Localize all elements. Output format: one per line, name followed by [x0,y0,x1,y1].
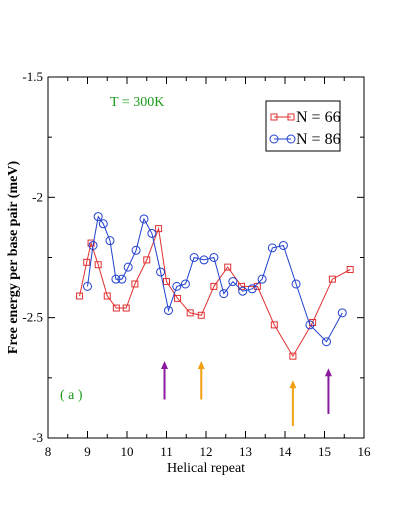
series-1-point-23 [267,243,277,253]
legend-marker-n66-left [270,113,278,121]
series-1-point-8 [131,245,141,255]
arrow-head-1 [197,360,205,369]
series-0-point-8 [143,256,151,264]
series-1-point-3 [98,219,108,229]
series-0-point-9 [155,225,163,233]
series-0-point-4 [103,292,111,300]
series-1-point-1 [88,240,98,250]
legend-label-n86: N = 86 [296,131,341,148]
series-1-point-14 [180,279,190,289]
legend-entry-n66: N = 66 [270,109,341,126]
series-0-point-13 [197,311,205,319]
series-1-point-2 [93,212,103,222]
panel-label: ( a ) [60,388,83,403]
series-1-point-25 [291,279,301,289]
series-1-point-4 [105,236,115,246]
arrow-2 [289,380,297,426]
series-0-point-2 [87,239,95,247]
series-1-point-27 [321,337,331,347]
series-0-point-15 [224,263,232,271]
x-tick-label-1: 9 [84,444,91,459]
series-1-point-13 [172,281,182,291]
series-1-point-18 [219,289,229,299]
legend-marker-n86-right [286,134,296,144]
legend-entry-n86: N = 86 [269,131,341,148]
x-tick-label-5: 13 [239,444,252,459]
series-1-point-7 [123,262,133,272]
x-tick-label-4: 12 [200,444,213,459]
series-1-point-0 [83,281,92,291]
series-0-point-0 [76,292,84,300]
series-0-point-6 [122,304,130,312]
y-tick-label-2: -2 [32,189,43,204]
x-tick-label-3: 11 [160,444,173,459]
series-0-point-11 [174,294,182,302]
series-1-point-16 [199,255,209,265]
arrow-layer [161,360,332,426]
legend-label-n66: N = 66 [296,109,341,126]
arrow-0 [161,360,169,400]
series-1-point-11 [156,267,166,277]
series-0-point-5 [112,304,120,312]
series-0-point-12 [186,309,194,317]
series-1-point-21 [247,284,257,294]
series-1-point-19 [228,277,238,287]
series-0-point-19 [289,352,297,360]
y-tick-label-1: -2.5 [22,310,43,325]
legend-box [265,100,341,152]
x-tick-label-8: 16 [358,444,372,459]
x-tick-label-0: 8 [45,444,52,459]
arrow-head-0 [161,360,169,369]
legend-marker-n86-left [269,134,279,144]
series-0-point-18 [270,321,278,329]
series-0-point-7 [131,280,139,288]
x-axis-title: Helical repeat [167,461,245,476]
series-0-point-22 [346,266,354,274]
series-line-0 [79,226,351,358]
series-1-point-6 [117,274,127,284]
legend-marker-n66-right [287,113,295,121]
series-0-point-10 [163,278,170,286]
x-tick-label-6: 14 [279,444,293,459]
series-1-point-20 [238,286,248,296]
series-layer [76,212,354,360]
arrow-3 [324,368,332,414]
tick-layer: 8 9 10 11 12 13 14 15 16 -3 -2.5 -2 -1.5 [22,69,371,459]
series-1-point-17 [209,253,219,262]
arrow-head-3 [324,368,332,377]
y-tick-label-0: -3 [32,430,43,445]
series-0-point-14 [210,282,218,290]
arrow-1 [197,360,205,400]
series-1-point-10 [147,228,157,238]
series-1-point-28 [337,308,347,318]
series-0-point-21 [328,275,336,283]
series-0-point-3 [94,261,102,269]
series-1-point-5 [111,274,121,284]
arrow-head-2 [289,380,297,389]
series-1-point-12 [163,305,173,315]
y-axis-title: Free energy per base pair (meV) [6,161,21,355]
temperature-annotation: T = 300K [110,95,164,110]
series-1-point-24 [278,240,288,250]
series-0-point-20 [309,318,317,326]
series-1-point-9 [139,214,149,224]
series-1-point-22 [257,274,267,284]
legend: N = 66 N = 86 [265,100,341,152]
series-1-point-26 [305,320,315,330]
series-1-point-15 [189,253,199,262]
series-0-point-1 [83,258,91,266]
x-tick-label-2: 10 [121,444,134,459]
x-tick-label-7: 15 [318,444,331,459]
y-tick-label-3: -1.5 [22,69,43,84]
